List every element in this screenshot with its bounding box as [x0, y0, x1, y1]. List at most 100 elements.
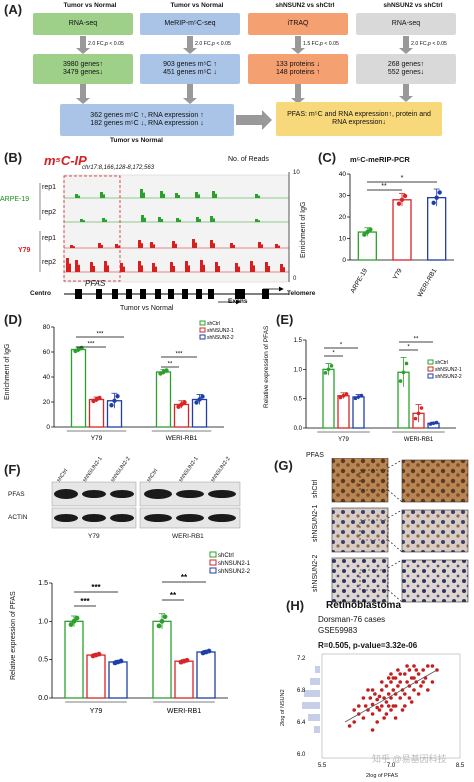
data-point: [434, 195, 439, 200]
blot-cell-y79: Y79: [88, 533, 100, 540]
scatter-point: [382, 716, 386, 720]
sig-label: ***: [96, 332, 104, 338]
result-box-4: 268 genes↑ 552 genes↓: [356, 54, 456, 84]
scatter-point: [370, 728, 375, 732]
x-tick-label: Y79: [91, 435, 103, 442]
track-peak: [175, 193, 178, 198]
panel-b-footer: Tumor vs Normal: [120, 305, 174, 312]
y-tick-label: 6.4: [297, 720, 306, 726]
scatter-point: [430, 664, 435, 668]
scatter-point: [361, 696, 366, 700]
scatter-point: [416, 672, 421, 676]
track-arpe19-rep1: [64, 189, 289, 199]
track-peak: [78, 264, 80, 272]
track-peak: [138, 240, 141, 248]
dataset-name: Dorsman-76 cases: [318, 615, 386, 624]
track-peak: [173, 266, 175, 272]
track-peak: [78, 195, 80, 198]
x-tick-label: Y79: [90, 708, 103, 715]
marginal-bar: [314, 726, 320, 733]
data-point: [338, 395, 343, 400]
threshold-2: 2.0 FC,p < 0.05: [195, 41, 231, 47]
track-peak: [198, 194, 200, 198]
data-point: [431, 421, 436, 426]
track-peak: [195, 242, 197, 248]
track-peak: [160, 191, 163, 198]
scatter-point: [352, 708, 356, 712]
result-box-2: 903 genes m⁵C ↑ 451 genes m⁵C ↓: [140, 54, 240, 84]
y-tick-label: 0: [46, 424, 50, 431]
track-peak: [102, 218, 105, 222]
track-peak: [141, 215, 144, 222]
legend-swatch: [199, 327, 206, 333]
y-tick-label: 0.0: [294, 426, 303, 432]
legend-swatch: [199, 320, 206, 326]
track-peak: [104, 261, 107, 272]
track-peak: [233, 245, 235, 248]
y-tick-label: 1.0: [294, 367, 303, 373]
data-point: [416, 411, 421, 416]
sig-label: **: [414, 337, 419, 343]
scatter-point: [389, 680, 393, 684]
legend-swatch: [209, 567, 217, 574]
track-peak: [210, 216, 213, 222]
result-box-3: 133 proteins ↓ 148 proteins ↑: [248, 54, 348, 84]
scatter-point: [409, 700, 414, 704]
scatter-point: [403, 692, 407, 696]
legend-label: shNSUN2-2: [435, 374, 462, 380]
data-point: [419, 406, 424, 410]
ihc-row-shnsun2-2: shNSUN2-2: [312, 554, 319, 592]
sig-label: **: [381, 183, 387, 190]
track-peak: [268, 266, 270, 272]
x-tick-label: 5.5: [318, 763, 327, 769]
chart-h: 5.5 7.0 8.5 6.0 6.4 6.8 7.2: [297, 653, 465, 769]
track-peak: [196, 217, 199, 222]
y-tick-label: 1.0: [38, 618, 48, 625]
bar-shNSUN2-1: [174, 660, 194, 699]
sig-label: ***: [80, 597, 90, 606]
data-point: [399, 197, 405, 202]
data-point: [359, 393, 364, 398]
scatter-point: [363, 704, 368, 708]
scatter-point: [361, 716, 366, 720]
track-peak: [185, 261, 188, 272]
result-1-down: 3479 genes↓: [62, 69, 104, 76]
data-point: [329, 364, 334, 368]
track-peak: [179, 219, 181, 222]
result-box-1: 3980 genes↑ 3479 genes↓: [33, 54, 133, 84]
x-tick-label: WERI-RB1: [404, 437, 434, 443]
data-point: [206, 648, 212, 654]
data-point: [176, 404, 181, 409]
reads-label: No. of Reads: [228, 156, 269, 163]
track-y79-rep1: [64, 239, 289, 249]
y-tick-label: 40: [339, 171, 347, 178]
panel-h-title: Retinoblastoma: [326, 600, 402, 611]
legend-swatch: [427, 359, 434, 365]
legend-swatch: [427, 373, 434, 379]
track-peak: [83, 220, 85, 222]
track-peak: [141, 265, 143, 272]
dataset-id: GSE59983: [318, 626, 358, 635]
scatter-point: [405, 680, 409, 684]
panel-d-letter: (D): [4, 312, 23, 327]
y-tick-label: 6.0: [297, 752, 306, 758]
track-peak: [170, 262, 173, 272]
data-point: [401, 370, 406, 375]
panel-g-title: PFAS: [306, 452, 324, 459]
legend-swatch: [209, 559, 217, 566]
scatter-point: [389, 696, 393, 700]
x-tick-label: Y79: [338, 437, 349, 443]
bar-shCtrl: [152, 620, 172, 699]
track-peak: [215, 193, 217, 198]
scatter-point: [380, 680, 384, 684]
y-tick-label: 7.2: [297, 656, 306, 662]
data-point: [404, 361, 409, 366]
track-peak: [144, 217, 146, 222]
sig-label: ***: [91, 583, 101, 592]
scatter-point: [375, 720, 379, 724]
y-bottom-label: 0: [293, 276, 297, 282]
track-peak: [280, 264, 283, 272]
track-peak: [161, 219, 163, 222]
marginal-bar: [304, 690, 320, 697]
panel-g-letter: (G): [274, 458, 293, 473]
